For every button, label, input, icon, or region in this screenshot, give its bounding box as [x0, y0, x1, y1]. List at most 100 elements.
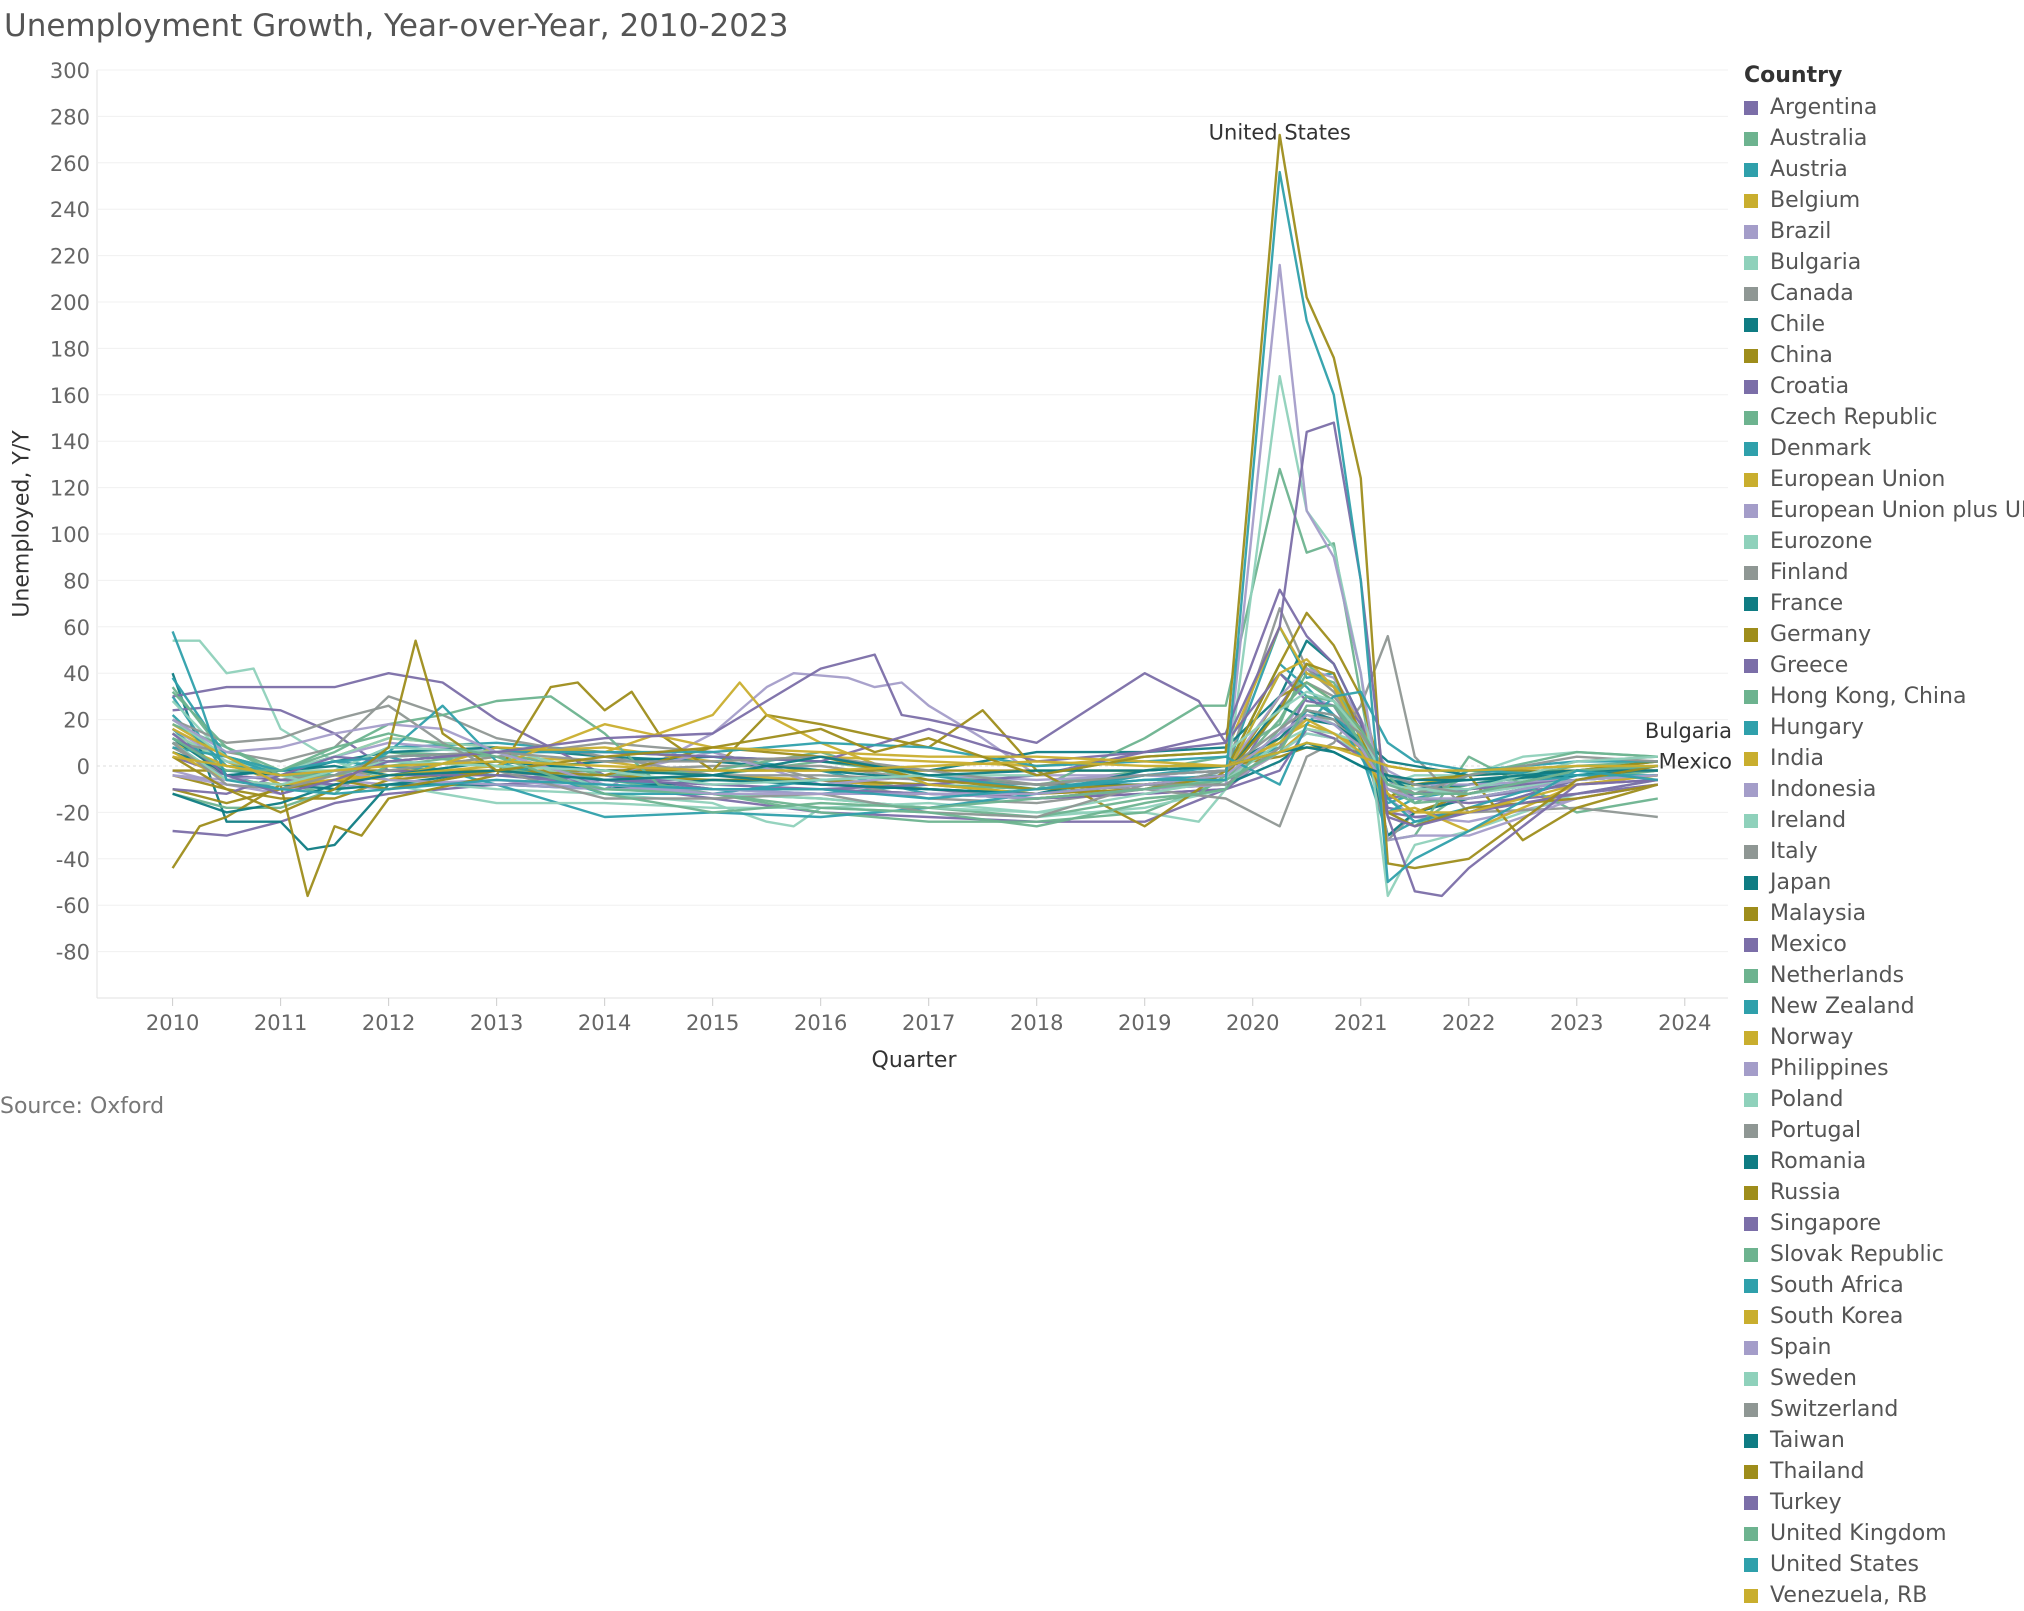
series-line-portugal[interactable]: [172, 704, 1658, 819]
legend-item[interactable]: Switzerland: [1744, 1394, 2024, 1425]
x-tick-label: 2010: [146, 1011, 199, 1035]
legend-item[interactable]: Singapore: [1744, 1208, 2024, 1239]
legend-item[interactable]: Spain: [1744, 1332, 2024, 1363]
legend-item[interactable]: Croatia: [1744, 371, 2024, 402]
legend-label: India: [1770, 746, 1824, 771]
legend-label: Canada: [1770, 281, 1854, 306]
legend-item[interactable]: Indonesia: [1744, 774, 2024, 805]
series-line-united-kingdom[interactable]: [171, 704, 1658, 814]
legend-item[interactable]: Belgium: [1744, 185, 2024, 216]
legend-item[interactable]: Bulgaria: [1744, 247, 2024, 278]
legend-item[interactable]: South Africa: [1744, 1270, 2024, 1301]
legend-item[interactable]: Malaysia: [1744, 898, 2024, 929]
legend-item[interactable]: Portugal: [1744, 1115, 2024, 1146]
legend-label: Mexico: [1770, 932, 1847, 957]
legend-item[interactable]: European Union plus UK: [1744, 495, 2024, 526]
legend-item[interactable]: Argentina: [1744, 92, 2024, 123]
legend-label: Turkey: [1770, 1490, 1842, 1515]
legend-title: Country: [1744, 63, 1843, 88]
legend-item[interactable]: Slovak Republic: [1744, 1239, 2024, 1270]
legend-item[interactable]: Japan: [1744, 867, 2024, 898]
legend-item[interactable]: China: [1744, 340, 2024, 371]
legend-item[interactable]: South Korea: [1744, 1301, 2024, 1332]
x-tick-label: 2024: [1658, 1011, 1711, 1035]
legend-item[interactable]: Turkey: [1744, 1487, 2024, 1518]
legend-item[interactable]: Brazil: [1744, 216, 2024, 247]
legend-item[interactable]: Sweden: [1744, 1363, 2024, 1394]
legend-item[interactable]: Ireland: [1744, 805, 2024, 836]
x-tick-label: 2011: [254, 1011, 307, 1035]
legend-item[interactable]: Romania: [1744, 1146, 2024, 1177]
series-line-spain[interactable]: [171, 713, 1658, 800]
series-line-thailand[interactable]: [171, 133, 1659, 870]
legend-swatch: [1744, 875, 1758, 890]
legend-items: Argentina Australia Austria Belgium Brazil Bu…: [1744, 92, 2024, 1611]
legend-item[interactable]: Venezuela, RB: [1744, 1580, 2024, 1611]
legend-label: Greece: [1770, 653, 1849, 678]
legend-item[interactable]: European Union: [1744, 464, 2024, 495]
legend-swatch: [1744, 162, 1758, 177]
legend-item[interactable]: India: [1744, 743, 2024, 774]
series-line-united-states[interactable]: [171, 170, 1658, 884]
y-tick-label: 40: [63, 662, 90, 686]
legend-swatch: [1744, 1433, 1758, 1448]
legend-item[interactable]: Mexico: [1744, 929, 2024, 960]
legend-item[interactable]: Taiwan: [1744, 1425, 2024, 1456]
legend-item[interactable]: Eurozone: [1744, 526, 2024, 557]
x-axis: 2010 2011 2012 2013 2014 2015 2016 2017 2018 2019…: [146, 998, 1712, 1035]
legend-item[interactable]: Hungary: [1744, 712, 2024, 743]
legend-item[interactable]: France: [1744, 588, 2024, 619]
x-tick-label: 2022: [1442, 1011, 1495, 1035]
legend-label: China: [1770, 343, 1833, 368]
y-tick-label: 260: [50, 152, 90, 176]
y-tick-label: 240: [50, 198, 90, 222]
legend-item[interactable]: Chile: [1744, 309, 2024, 340]
legend-label: Switzerland: [1770, 1397, 1899, 1422]
legend-item[interactable]: Italy: [1744, 836, 2024, 867]
legend-item[interactable]: United Kingdom: [1744, 1518, 2024, 1549]
legend-item[interactable]: Greece: [1744, 650, 2024, 681]
legend-swatch: [1744, 658, 1758, 673]
series-line-malaysia[interactable]: [171, 611, 1659, 898]
legend-label: Poland: [1770, 1087, 1844, 1112]
legend-item[interactable]: Russia: [1744, 1177, 2024, 1208]
y-tick-label: 220: [50, 245, 90, 269]
legend-swatch: [1744, 193, 1758, 208]
series-line-turkey[interactable]: [171, 421, 1658, 898]
series-line-venezuela-rb[interactable]: [172, 741, 1658, 777]
legend-swatch: [1744, 1030, 1758, 1045]
series-line-russia[interactable]: [172, 662, 1659, 828]
x-tick-label: 2021: [1334, 1011, 1387, 1035]
legend-item[interactable]: Norway: [1744, 1022, 2024, 1053]
legend-item[interactable]: Netherlands: [1744, 960, 2024, 991]
legend-item[interactable]: Finland: [1744, 557, 2024, 588]
x-tick-label: 2017: [902, 1011, 955, 1035]
legend-label: Bulgaria: [1770, 250, 1862, 275]
series-line-south-korea[interactable]: [172, 718, 1658, 814]
legend-label: Australia: [1770, 126, 1868, 151]
legend-swatch: [1744, 472, 1758, 487]
legend-label: Austria: [1770, 157, 1848, 182]
legend-item[interactable]: Thailand: [1744, 1456, 2024, 1487]
legend-item[interactable]: New Zealand: [1744, 991, 2024, 1022]
legend-item[interactable]: Hong Kong, China: [1744, 681, 2024, 712]
legend-item[interactable]: Denmark: [1744, 433, 2024, 464]
legend-item[interactable]: United States: [1744, 1549, 2024, 1580]
legend-item[interactable]: Poland: [1744, 1084, 2024, 1115]
legend-item[interactable]: Czech Republic: [1744, 402, 2024, 433]
y-tick-label: 140: [50, 430, 90, 454]
annotation-label: Mexico: [1659, 749, 1732, 773]
series-line-taiwan[interactable]: [172, 746, 1658, 814]
legend-swatch: [1744, 1216, 1758, 1231]
legend-swatch: [1744, 100, 1758, 115]
legend-item[interactable]: Austria: [1744, 154, 2024, 185]
legend-item[interactable]: Australia: [1744, 123, 2024, 154]
legend-label: South Korea: [1770, 1304, 1904, 1329]
x-tick-label: 2016: [794, 1011, 847, 1035]
series-line-switzerland[interactable]: [171, 709, 1658, 795]
legend-item[interactable]: Philippines: [1744, 1053, 2024, 1084]
legend-item[interactable]: Germany: [1744, 619, 2024, 650]
series-line-croatia[interactable]: [172, 695, 1658, 823]
legend-swatch: [1744, 1371, 1758, 1386]
legend-item[interactable]: Canada: [1744, 278, 2024, 309]
